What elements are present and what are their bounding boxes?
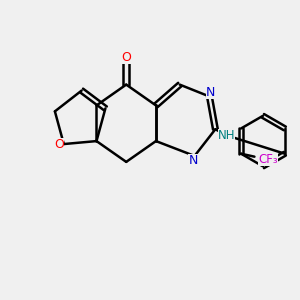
Text: O: O xyxy=(121,51,131,64)
Text: CF₃: CF₃ xyxy=(258,153,278,166)
Text: NH: NH xyxy=(218,129,235,142)
Text: O: O xyxy=(54,138,64,151)
Text: N: N xyxy=(188,154,198,167)
Text: N: N xyxy=(206,85,216,98)
